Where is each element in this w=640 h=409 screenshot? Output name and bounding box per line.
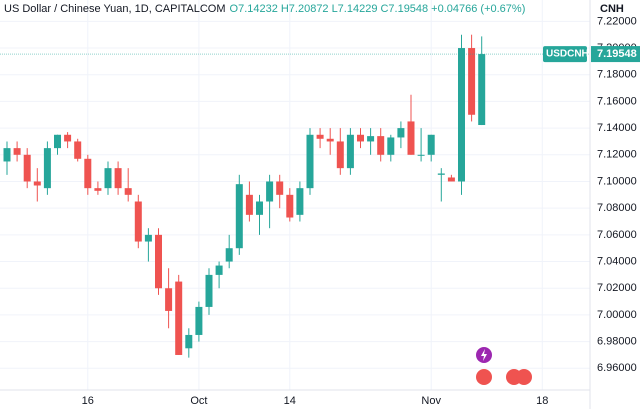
candle-body — [296, 188, 304, 215]
candle-body — [104, 168, 112, 189]
candle-body — [357, 134, 364, 142]
y-tick-label: 7.18000 — [597, 69, 637, 81]
x-tick-label: Oct — [190, 395, 207, 407]
x-tick-label: 18 — [536, 395, 548, 407]
candle-body — [468, 48, 476, 115]
candle-body — [144, 234, 152, 242]
candle-body — [306, 134, 314, 189]
header-part: L7.14229 — [332, 3, 378, 15]
candle-body — [235, 184, 243, 249]
candle-body — [84, 158, 92, 189]
candle-body — [326, 138, 334, 142]
y-tick-label: 7.06000 — [597, 229, 637, 241]
candle-body — [256, 201, 263, 215]
candle-body — [43, 148, 51, 189]
y-tick-label: 6.96000 — [597, 362, 637, 374]
candle-body — [387, 137, 395, 155]
candle-body — [266, 181, 274, 202]
y-tick-label: 7.04000 — [597, 255, 637, 267]
candle-body — [276, 181, 284, 195]
flag-icon[interactable] — [476, 369, 492, 385]
axis-title: CNH — [600, 3, 624, 15]
candle-body — [286, 194, 294, 218]
header-part: O7.14232 — [230, 3, 278, 15]
candle-body — [225, 248, 233, 262]
y-tick-label: 7.14000 — [597, 122, 637, 134]
y-tick-label: 7.22000 — [597, 15, 637, 27]
candle-body — [114, 168, 122, 189]
candle-body — [397, 128, 405, 138]
candle-body — [458, 48, 465, 182]
chart-header: US Dollar / Chinese Yuan, 1D, CAPITALCOM… — [4, 3, 525, 15]
y-tick-label: 7.10000 — [597, 175, 637, 187]
y-tick-label: 7.08000 — [597, 202, 637, 214]
candle-body — [417, 154, 425, 156]
symbol-badge — [543, 46, 587, 63]
x-tick-label: Nov — [421, 395, 441, 407]
y-tick-label: 7.12000 — [597, 149, 637, 161]
candle-body — [346, 134, 354, 169]
candle-body — [215, 265, 223, 275]
candle-body — [185, 334, 193, 349]
candle-body — [205, 274, 213, 307]
y-tick-label: 7.16000 — [597, 95, 637, 107]
header-part: +0.04766 (+0.67%) — [431, 3, 525, 15]
header-part: US Dollar / Chinese Yuan, 1D, CAPITALCOM — [4, 3, 226, 15]
candle-body — [377, 136, 385, 155]
x-tick-label: 14 — [284, 395, 296, 407]
candle-body — [3, 148, 11, 162]
candle-body — [427, 134, 435, 155]
symbol-label: USDCNH — [546, 49, 589, 60]
candle-body — [74, 141, 82, 159]
candle-body — [336, 141, 344, 169]
y-tick-label: 7.02000 — [597, 282, 637, 294]
flag-icon[interactable] — [516, 369, 532, 385]
header-part: H7.20872 — [281, 3, 329, 15]
candle-body — [54, 134, 61, 149]
candle-body — [245, 194, 253, 215]
candle-body — [155, 234, 162, 289]
candle-body — [407, 121, 415, 155]
candle-body — [23, 154, 31, 182]
grid — [0, 0, 590, 390]
event-icons — [476, 347, 532, 385]
candle-body — [94, 188, 102, 191]
candle-body — [367, 136, 375, 142]
candle-body — [13, 148, 21, 155]
candle-body — [478, 54, 486, 126]
candle-body — [316, 134, 324, 139]
price-label: 7.19548 — [597, 48, 637, 60]
y-tick-label: 7.00000 — [597, 309, 637, 321]
candle-body — [195, 306, 203, 335]
candle-body — [64, 134, 72, 142]
y-tick-label: 6.98000 — [597, 336, 637, 348]
candle-body — [447, 177, 455, 182]
bolt — [481, 349, 487, 361]
candle-body — [437, 173, 445, 175]
candle-body — [175, 281, 183, 355]
candle-body — [165, 288, 173, 311]
x-tick-label: 16 — [82, 395, 94, 407]
candle-body — [124, 188, 132, 195]
candle-body — [33, 181, 41, 186]
price-axis-bg — [590, 0, 640, 409]
header-part: C7.19548 — [380, 3, 428, 15]
candle-body — [134, 201, 142, 242]
price-badge — [591, 46, 640, 63]
